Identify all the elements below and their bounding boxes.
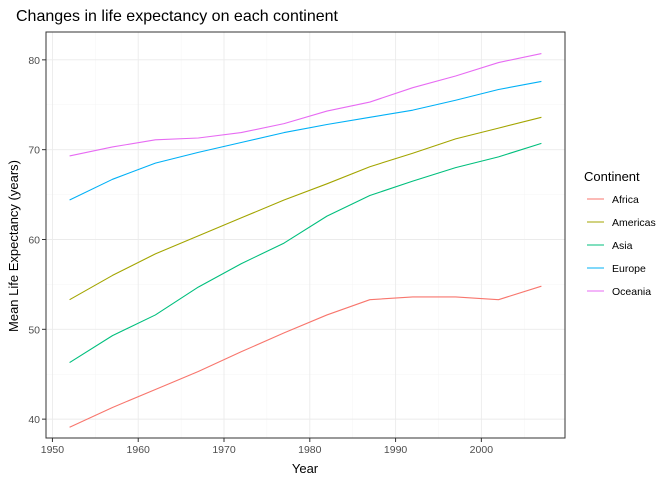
y-axis: 40 50 60 70 80 <box>28 55 46 426</box>
series-line-oceania <box>69 53 542 157</box>
legend-label-oceania: Oceania <box>612 286 651 298</box>
y-tick-label: 70 <box>28 145 40 157</box>
x-axis: 1950 1960 1970 1980 1990 2000 <box>41 438 493 456</box>
x-tick-label: 1950 <box>41 444 65 456</box>
series-line-europe <box>69 80 542 201</box>
plot-panel-border <box>45 31 566 439</box>
legend-label-asia: Asia <box>612 240 633 252</box>
legend: Continent Africa Americas Asia Europe Oceani… <box>584 169 656 298</box>
y-tick-label: 60 <box>28 234 40 246</box>
series-line-americas <box>69 116 542 301</box>
y-tick-label: 40 <box>28 414 40 426</box>
x-tick-label: 1990 <box>384 444 408 456</box>
x-tick-label: 1960 <box>127 444 151 456</box>
x-tick-label: 1970 <box>212 444 236 456</box>
y-axis-title: Mean Life Expectancy (years) <box>6 160 21 332</box>
series-line-asia <box>69 142 542 364</box>
x-tick-label: 1980 <box>298 444 322 456</box>
legend-label-americas: Americas <box>612 217 656 229</box>
legend-label-africa: Africa <box>612 194 639 206</box>
series-line-africa <box>69 285 542 428</box>
chart-title: Changes in life expectancy on each conti… <box>16 8 339 25</box>
series-lines <box>69 53 542 428</box>
x-tick-label: 2000 <box>470 444 494 456</box>
x-axis-title: Year <box>292 461 319 476</box>
legend-label-europe: Europe <box>612 263 646 275</box>
gridlines <box>46 32 565 438</box>
legend-title: Continent <box>584 169 640 184</box>
y-tick-label: 50 <box>28 324 40 336</box>
y-tick-label: 80 <box>28 55 40 67</box>
